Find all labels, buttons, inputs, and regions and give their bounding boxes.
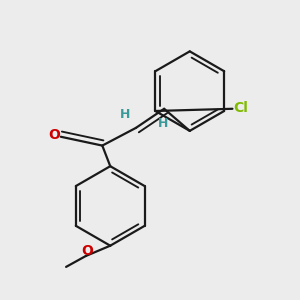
Text: Cl: Cl	[233, 101, 248, 115]
Text: O: O	[81, 244, 93, 258]
Text: H: H	[158, 117, 168, 130]
Text: H: H	[120, 108, 130, 121]
Text: O: O	[48, 128, 60, 142]
